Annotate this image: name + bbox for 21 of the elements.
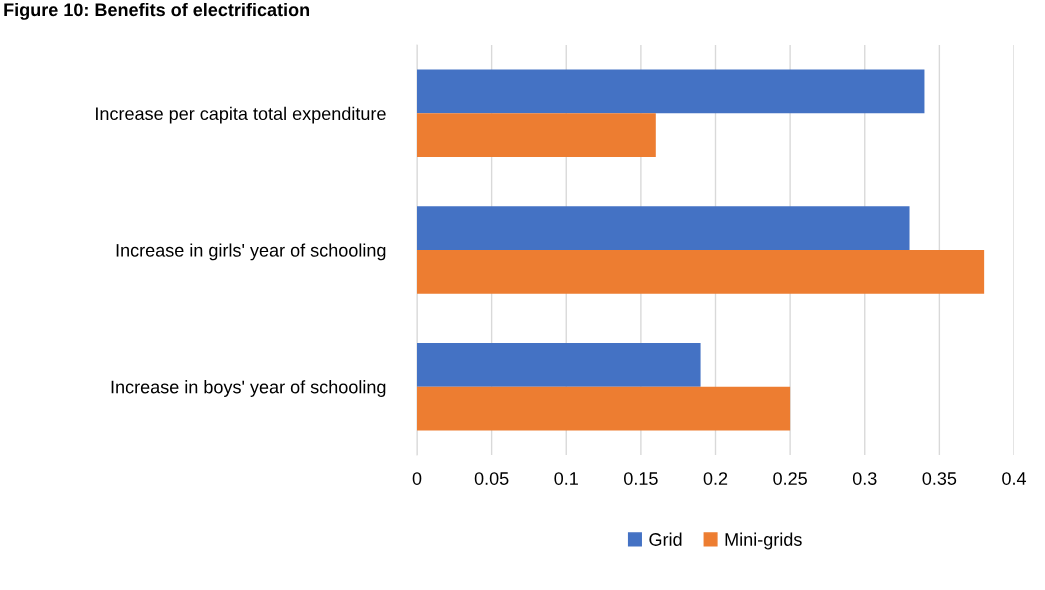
legend-label: Grid	[649, 532, 682, 546]
bar	[417, 69, 925, 114]
x-tick-label: 0.35	[922, 472, 957, 485]
x-tick-label: 0.25	[773, 472, 807, 485]
legend-label: Mini-grids	[725, 532, 802, 550]
x-tick-label: 0	[412, 472, 422, 485]
x-tick-label: 0.4	[1002, 472, 1027, 485]
x-tick-label: 0.1	[554, 472, 578, 485]
x-tick-label: 0.2	[703, 472, 728, 485]
y-tick-label: Increase in girls' year of schooling	[116, 243, 386, 261]
x-tick-label: 0.15	[624, 472, 658, 485]
bar	[417, 342, 701, 387]
y-tick-label: Increase in boys' year of schooling	[111, 380, 386, 397]
bar	[417, 386, 791, 431]
x-tick-label: 0.05	[474, 472, 509, 485]
bar	[417, 206, 910, 250]
text: Figure 10: Benefits of electrification	[4, 2, 310, 20]
x-tick-label: 0.3	[852, 472, 877, 485]
bar	[417, 113, 656, 158]
y-tick-label: Increase per capita total expenditure	[96, 106, 386, 124]
bar	[417, 250, 985, 294]
